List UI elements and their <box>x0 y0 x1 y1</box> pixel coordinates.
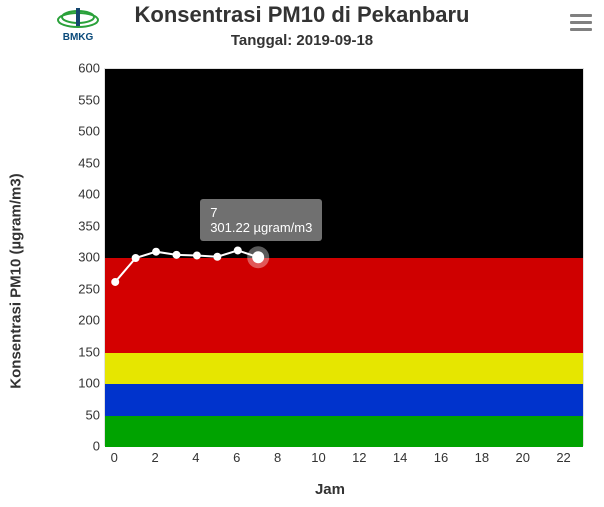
x-tick-label: 20 <box>515 450 529 465</box>
x-tick-label: 16 <box>434 450 448 465</box>
x-tick-label: 8 <box>274 450 281 465</box>
y-tick-label: 300 <box>64 250 100 265</box>
chart-header: Konsentrasi PM10 di Pekanbaru Tanggal: 2… <box>0 2 604 49</box>
y-tick-label: 150 <box>64 344 100 359</box>
series-marker[interactable] <box>112 278 119 285</box>
series-layer <box>105 69 583 445</box>
plot-region[interactable]: 7301.22 µgram/m3 <box>104 68 584 446</box>
x-tick-label: 14 <box>393 450 407 465</box>
chart-title: Konsentrasi PM10 di Pekanbaru <box>0 2 604 28</box>
y-tick-label: 500 <box>64 124 100 139</box>
y-tick-label: 50 <box>64 407 100 422</box>
y-tick-label: 0 <box>64 439 100 454</box>
chart-menu-button[interactable] <box>570 10 592 35</box>
x-axis-label: Jam <box>315 481 345 498</box>
y-tick-label: 200 <box>64 313 100 328</box>
y-tick-label: 100 <box>64 376 100 391</box>
series-marker[interactable] <box>193 252 200 259</box>
y-tick-label: 250 <box>64 281 100 296</box>
series-marker[interactable] <box>173 251 180 258</box>
highlight-marker[interactable] <box>252 251 264 263</box>
y-tick-label: 550 <box>64 92 100 107</box>
y-tick-label: 450 <box>64 155 100 170</box>
x-tick-label: 6 <box>233 450 240 465</box>
x-tick-label: 18 <box>475 450 489 465</box>
x-tick-label: 2 <box>151 450 158 465</box>
chart-area: Konsentrasi PM10 (µgram/m3) Jam 7301.22 … <box>20 62 594 500</box>
x-tick-label: 0 <box>111 450 118 465</box>
x-tick-label: 22 <box>556 450 570 465</box>
chart-subtitle: Tanggal: 2019-09-18 <box>0 32 604 49</box>
series-marker[interactable] <box>132 255 139 262</box>
series-marker[interactable] <box>214 253 221 260</box>
series-marker[interactable] <box>153 248 160 255</box>
x-tick-label: 10 <box>311 450 325 465</box>
y-tick-label: 350 <box>64 218 100 233</box>
x-tick-label: 4 <box>192 450 199 465</box>
y-axis-label: Konsentrasi PM10 (µgram/m3) <box>8 173 25 388</box>
y-tick-label: 600 <box>64 61 100 76</box>
y-tick-label: 400 <box>64 187 100 202</box>
x-tick-label: 12 <box>352 450 366 465</box>
series-marker[interactable] <box>234 247 241 254</box>
